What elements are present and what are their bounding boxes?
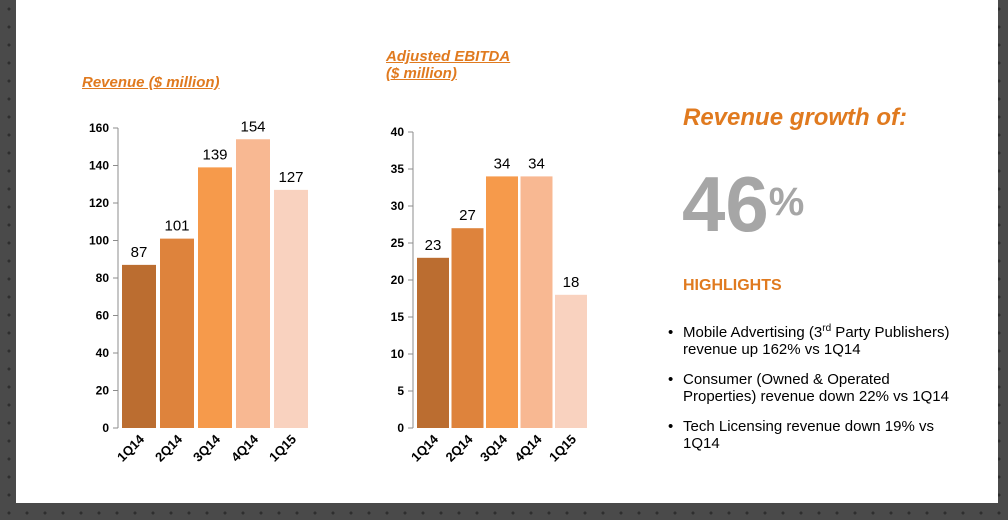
data-label: 154 [240, 118, 265, 135]
data-label: 34 [494, 155, 511, 172]
revenue-chart: 0 20 40 60 80 100 120 140 160 87 1Q14 101 2Q14 139 3Q1… [89, 118, 308, 465]
y-tick-label: 140 [89, 159, 109, 173]
x-tick-label: 1Q15 [266, 432, 299, 465]
y-tick-label: 0 [102, 421, 109, 435]
bar [160, 238, 194, 428]
ebitda-chart-title: Adjusted EBITDA ($ million) [386, 48, 510, 82]
highlight-item: • Mobile Advertising (3rd Party Publishe… [666, 323, 956, 359]
slide: Revenue ($ million) Adjusted EBITDA ($ m… [16, 0, 998, 503]
highlights-list: • Mobile Advertising (3rd Party Publishe… [666, 324, 956, 465]
growth-value: 46% [682, 160, 804, 248]
y-tick-label: 5 [397, 384, 404, 398]
data-label: 101 [164, 218, 189, 235]
y-tick-label: 30 [391, 199, 405, 213]
highlights-heading: HIGHLIGHTS [683, 277, 782, 294]
data-label: 87 [131, 244, 148, 261]
bar [417, 257, 449, 428]
bar [520, 176, 553, 428]
x-tick-label: 2Q14 [443, 431, 477, 465]
y-tick-label: 0 [397, 421, 404, 435]
x-tick-label: 3Q14 [190, 431, 224, 465]
y-tick-label: 20 [96, 384, 110, 398]
y-tick-label: 25 [391, 236, 405, 250]
y-tick-label: 35 [391, 162, 405, 176]
bar [486, 176, 518, 428]
growth-heading: Revenue growth of: [683, 104, 908, 131]
y-tick-label: 15 [391, 310, 405, 324]
bar [274, 189, 308, 428]
x-tick-label: 3Q14 [477, 431, 511, 465]
y-tick-label: 120 [89, 196, 109, 210]
y-tick-label: 60 [96, 309, 110, 323]
data-label: 127 [278, 169, 303, 186]
y-tick-label: 20 [391, 273, 405, 287]
highlight-text: Consumer (Owned & Operated Properties) r… [683, 371, 949, 405]
x-tick-label: 1Q14 [408, 431, 442, 465]
bullet-icon: • [668, 371, 674, 388]
y-tick-label: 40 [96, 346, 110, 360]
bar [555, 294, 587, 428]
data-label: 34 [528, 155, 545, 172]
y-tick-label: 160 [89, 121, 109, 135]
bar [122, 264, 156, 428]
ebitda-title-line2: ($ million) [386, 65, 457, 82]
data-label: 139 [202, 146, 227, 163]
charts-canvas: 020406080100120140160871Q141012Q141393Q1… [89, 118, 587, 465]
y-tick-label: 40 [391, 125, 405, 139]
x-tick-label: 1Q15 [546, 432, 579, 465]
data-label: 27 [459, 207, 476, 224]
x-tick-label: 2Q14 [152, 431, 186, 465]
bar [451, 228, 484, 428]
bullet-icon: • [668, 324, 674, 341]
data-label: 18 [563, 274, 580, 291]
x-tick-label: 4Q14 [228, 431, 262, 465]
y-tick-label: 100 [89, 234, 109, 248]
data-label: 23 [425, 237, 442, 254]
bullet-icon: • [668, 418, 674, 435]
growth-unit: % [768, 180, 805, 224]
bar [236, 139, 270, 428]
x-tick-label: 4Q14 [512, 431, 546, 465]
growth-number: 46 [682, 160, 769, 248]
y-tick-label: 80 [96, 271, 110, 285]
ebitda-title-line1: Adjusted EBITDA [386, 48, 511, 65]
ebitda-chart: 0 5 10 15 20 25 30 35 40 23 1Q14 27 2Q14 34 3Q14 34 4Q14… [391, 125, 587, 465]
x-tick-label: 1Q14 [114, 431, 148, 465]
highlight-item: • Consumer (Owned & Operated Properties)… [666, 371, 956, 405]
highlight-item: • Tech Licensing revenue down 19% vs 1Q1… [666, 418, 956, 452]
y-tick-label: 10 [391, 347, 405, 361]
bar [198, 167, 232, 428]
highlight-text: Tech Licensing revenue down 19% vs 1Q14 [683, 418, 934, 452]
revenue-chart-title: Revenue ($ million) [82, 74, 220, 91]
highlight-text: Mobile Advertising (3rd Party Publishers… [683, 323, 950, 359]
